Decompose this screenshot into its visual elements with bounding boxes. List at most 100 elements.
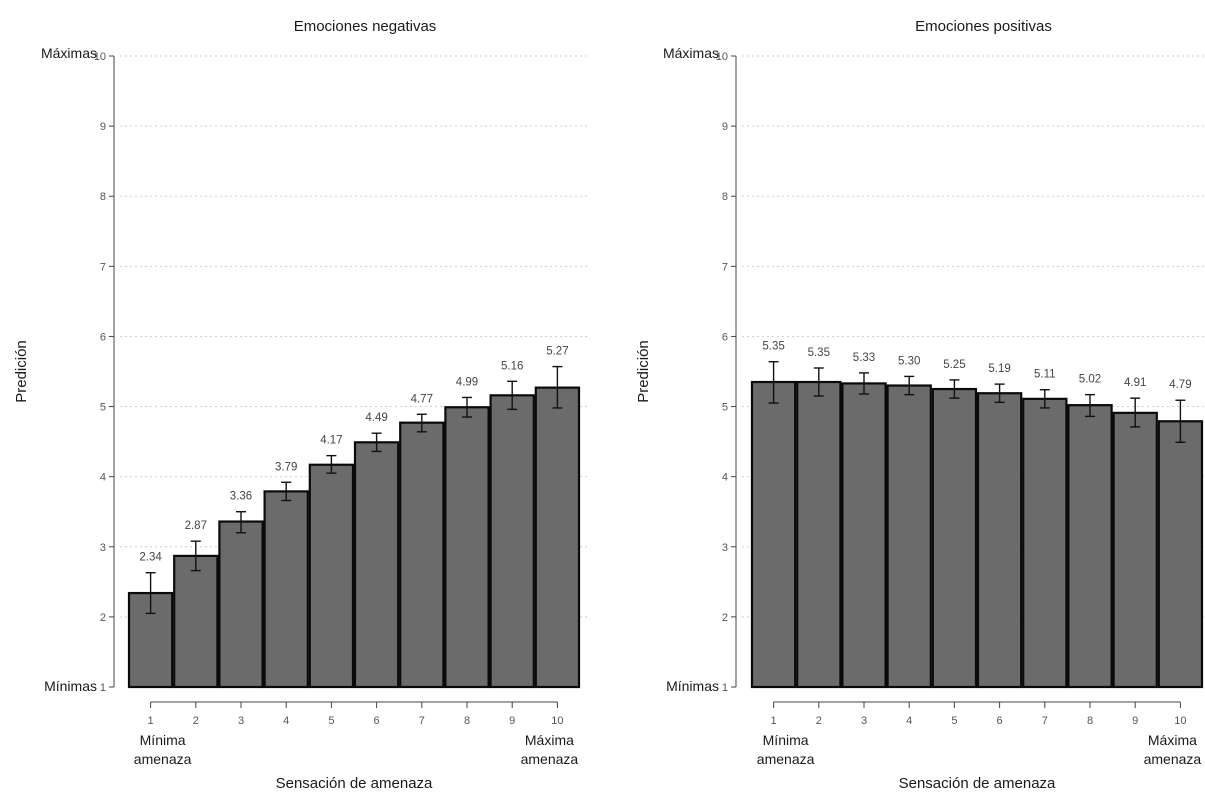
x-tick-label: 6 xyxy=(374,715,380,727)
data-label: 5.30 xyxy=(898,355,920,367)
y-tick-label: 10 xyxy=(94,51,106,63)
bar xyxy=(886,384,932,689)
y-tick-label: 8 xyxy=(722,191,728,203)
data-label: 2.87 xyxy=(185,520,207,532)
data-label: 5.16 xyxy=(501,360,523,372)
x-right-label-line2: amenaza xyxy=(521,751,579,767)
data-label: 3.79 xyxy=(275,461,297,473)
x-tick-label: 3 xyxy=(238,715,244,727)
y-tick-label: 8 xyxy=(100,191,106,203)
x-tick-label: 3 xyxy=(861,715,867,727)
x-tick-label: 7 xyxy=(1042,715,1048,727)
bar xyxy=(218,520,264,689)
x-right-label-line1: Máxima xyxy=(1148,732,1197,748)
y-tick-label: 5 xyxy=(722,402,728,414)
x-tick-label: 4 xyxy=(283,715,289,727)
x-tick-label: 9 xyxy=(509,715,515,727)
data-label: 5.27 xyxy=(546,346,568,358)
x-tick-label: 1 xyxy=(148,715,154,727)
x-tick-label: 7 xyxy=(419,715,425,727)
y-tick-label: 5 xyxy=(100,402,106,414)
y-tick-label: 1 xyxy=(100,682,106,694)
x-tick-label: 5 xyxy=(951,715,957,727)
bar xyxy=(263,490,309,689)
data-label: 5.02 xyxy=(1079,374,1101,386)
data-label: 4.91 xyxy=(1124,377,1146,389)
x-axis-title: Sensación de amenaza xyxy=(899,775,1056,792)
x-right-label-line1: Máxima xyxy=(525,732,574,748)
bar xyxy=(841,382,887,689)
y-tick-label: 3 xyxy=(722,542,728,554)
y-tick-label: 2 xyxy=(100,612,106,624)
y-tick-label: 3 xyxy=(100,542,106,554)
data-label: 5.11 xyxy=(1034,369,1056,381)
bar xyxy=(489,394,535,689)
y-tick-label: 4 xyxy=(722,472,728,484)
y-bottom-label: Mínimas xyxy=(44,678,97,694)
x-left-label-line2: amenaza xyxy=(757,751,815,767)
bar xyxy=(1112,411,1158,689)
y-top-label: Máximas xyxy=(41,45,97,61)
y-tick-label: 2 xyxy=(722,612,728,624)
data-label: 2.34 xyxy=(139,552,162,564)
y-tick-label: 7 xyxy=(722,261,728,273)
y-bottom-label: Mínimas xyxy=(666,678,719,694)
data-label: 5.19 xyxy=(988,363,1010,375)
data-label: 4.99 xyxy=(456,376,478,388)
chart-panel-negative: Emociones negativas12345678910MáximasMín… xyxy=(13,18,590,792)
chart-title: Emociones positivas xyxy=(915,18,1052,35)
bar xyxy=(931,387,978,689)
data-label: 5.35 xyxy=(808,347,830,359)
data-label: 5.35 xyxy=(762,341,784,353)
bar xyxy=(750,380,797,689)
x-tick-label: 4 xyxy=(906,715,912,727)
chart-panel-positive: Emociones positivas12345678910MáximasMín… xyxy=(635,18,1205,792)
data-label: 5.25 xyxy=(943,359,965,371)
y-tick-label: 7 xyxy=(100,261,106,273)
y-axis-title: Predición xyxy=(13,340,30,403)
x-left-label-line1: Mínima xyxy=(763,732,809,748)
x-tick-label: 9 xyxy=(1132,715,1138,727)
bar xyxy=(173,554,219,689)
bar xyxy=(444,406,490,689)
y-tick-label: 9 xyxy=(722,121,728,133)
y-tick-label: 6 xyxy=(100,331,106,343)
x-tick-label: 10 xyxy=(1174,715,1186,727)
y-tick-label: 9 xyxy=(100,121,106,133)
bar xyxy=(127,591,174,689)
bar xyxy=(1157,420,1204,689)
y-tick-label: 6 xyxy=(722,331,728,343)
chart-title: Emociones negativas xyxy=(294,18,437,35)
y-tick-label: 4 xyxy=(100,472,106,484)
y-tick-label: 10 xyxy=(716,51,728,63)
x-tick-label: 1 xyxy=(771,715,777,727)
x-tick-label: 10 xyxy=(551,715,563,727)
x-tick-label: 8 xyxy=(1087,715,1093,727)
data-label: 4.77 xyxy=(411,393,433,405)
bar xyxy=(534,386,581,689)
x-axis-title: Sensación de amenaza xyxy=(276,775,433,792)
x-tick-label: 5 xyxy=(328,715,334,727)
bar xyxy=(796,380,842,689)
bar xyxy=(976,392,1023,689)
x-tick-label: 8 xyxy=(464,715,470,727)
data-label: 4.49 xyxy=(365,412,387,424)
bar xyxy=(1022,397,1068,689)
y-axis-title: Predición xyxy=(635,340,652,403)
x-right-label-line2: amenaza xyxy=(1144,751,1202,767)
x-left-label-line2: amenaza xyxy=(134,751,192,767)
x-left-label-line1: Mínima xyxy=(140,732,186,748)
y-tick-label: 1 xyxy=(722,682,728,694)
y-top-label: Máximas xyxy=(663,45,719,61)
data-label: 4.79 xyxy=(1169,379,1191,391)
bar xyxy=(353,441,400,689)
bar xyxy=(399,421,445,689)
x-tick-label: 2 xyxy=(816,715,822,727)
data-label: 4.17 xyxy=(320,435,342,447)
bar xyxy=(308,463,355,689)
data-label: 5.33 xyxy=(853,352,875,364)
bar xyxy=(1067,404,1113,689)
x-tick-label: 6 xyxy=(997,715,1003,727)
x-tick-label: 2 xyxy=(193,715,199,727)
